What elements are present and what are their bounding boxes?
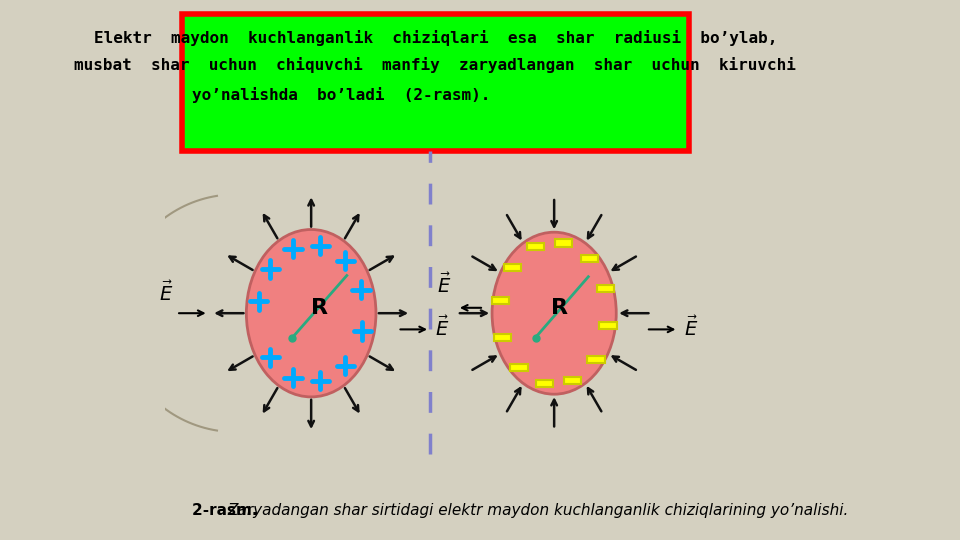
Bar bbox=[588, 355, 605, 362]
Bar bbox=[597, 285, 614, 292]
Ellipse shape bbox=[492, 232, 616, 394]
Bar bbox=[492, 298, 509, 305]
Bar bbox=[581, 255, 598, 262]
Bar bbox=[494, 334, 512, 341]
Bar bbox=[527, 242, 544, 249]
Text: Zaryadangan shar sirtidagi elektr maydon kuchlanganlik chiziqlarining yo’nalishi: Zaryadangan shar sirtidagi elektr maydon… bbox=[228, 503, 849, 518]
Text: R: R bbox=[311, 298, 327, 318]
Text: Elektr  maydon  kuchlanganlik  chiziqlari  esa  shar  radiusi  bo’ylab,: Elektr maydon kuchlanganlik chiziqlari e… bbox=[94, 30, 777, 46]
Text: 2-rasm.: 2-rasm. bbox=[192, 503, 263, 518]
FancyBboxPatch shape bbox=[181, 14, 689, 151]
Bar bbox=[536, 380, 553, 387]
Bar bbox=[504, 264, 521, 271]
Bar bbox=[564, 377, 582, 384]
Text: $\vec{E}$: $\vec{E}$ bbox=[435, 316, 449, 340]
Text: yo’nalishda  bo’ladi  (2-rasm).: yo’nalishda bo’ladi (2-rasm). bbox=[192, 87, 491, 104]
Text: musbat  shar  uchun  chiquvchi  manfiy  zaryadlangan  shar  uchun  kiruvchi: musbat shar uchun chiquvchi manfiy zarya… bbox=[75, 57, 796, 73]
Text: $\vec{E}$: $\vec{E}$ bbox=[684, 316, 698, 340]
Text: $\vec{E}$: $\vec{E}$ bbox=[159, 281, 174, 305]
Bar bbox=[555, 240, 572, 247]
Text: $\vec{E}$: $\vec{E}$ bbox=[437, 273, 451, 297]
Ellipse shape bbox=[247, 230, 376, 397]
Text: R: R bbox=[551, 298, 568, 318]
Bar bbox=[511, 364, 528, 372]
Bar bbox=[599, 322, 616, 329]
